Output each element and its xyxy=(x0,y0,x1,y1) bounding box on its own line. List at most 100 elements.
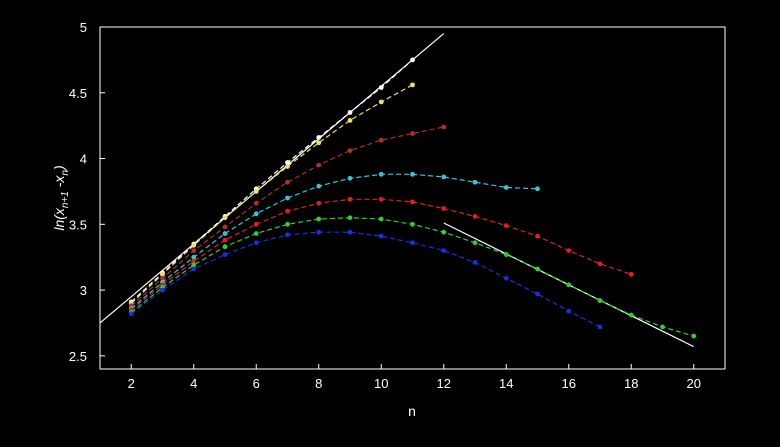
reference-lines xyxy=(99,33,695,348)
data-point xyxy=(160,271,165,277)
series xyxy=(128,229,603,330)
data-point xyxy=(316,229,322,235)
series-line xyxy=(130,231,601,328)
data-point xyxy=(410,171,415,177)
data-point xyxy=(253,240,259,246)
y-tick-label: 4.5 xyxy=(69,86,87,101)
data-point xyxy=(535,266,540,272)
data-point xyxy=(503,185,509,190)
data-point xyxy=(566,282,572,288)
data-point xyxy=(410,57,415,63)
data-point xyxy=(535,186,540,192)
data-point xyxy=(566,248,572,254)
series-line xyxy=(130,217,694,337)
data-point xyxy=(253,221,259,227)
data-point xyxy=(441,124,447,130)
data-point xyxy=(410,199,415,205)
data-point xyxy=(128,311,134,317)
data-point xyxy=(285,160,290,165)
y-tick-label: 4 xyxy=(80,152,87,167)
series xyxy=(128,82,415,306)
y-axis-ticks: 2.5 3 3.5 4 4.5 5 xyxy=(69,20,105,364)
series-line xyxy=(130,59,413,303)
x-tick-label: 10 xyxy=(374,376,388,391)
x-tick-label: 6 xyxy=(253,376,260,391)
x-tick-label: 8 xyxy=(315,376,322,391)
data-point xyxy=(285,179,290,185)
series-line xyxy=(130,84,413,304)
y-tick-label: 3.5 xyxy=(69,217,87,232)
data-point xyxy=(441,248,447,254)
data-point xyxy=(316,183,322,189)
data-point xyxy=(441,229,447,235)
data-point xyxy=(410,131,415,136)
data-point xyxy=(191,258,197,264)
x-tick-label: 12 xyxy=(437,376,451,391)
data-point xyxy=(503,223,509,229)
data-point xyxy=(378,137,384,143)
data-point xyxy=(191,262,197,268)
data-point xyxy=(285,195,290,201)
data-point xyxy=(628,312,634,318)
y-tick-label: 2.5 xyxy=(69,349,87,364)
data-point xyxy=(316,140,322,146)
data-point xyxy=(347,196,353,202)
data-point xyxy=(222,244,228,250)
data-point xyxy=(191,242,197,248)
data-point xyxy=(160,275,165,281)
series xyxy=(128,215,697,339)
data-point xyxy=(316,135,322,140)
data-point xyxy=(597,324,603,330)
data-point xyxy=(253,211,259,217)
data-point xyxy=(347,148,353,154)
data-point xyxy=(378,216,384,222)
data-point xyxy=(316,216,322,222)
data-point xyxy=(378,196,384,202)
y-tick-label: 5 xyxy=(80,20,87,35)
series-line xyxy=(130,173,538,309)
data-point xyxy=(566,308,572,314)
data-point xyxy=(535,233,540,239)
data-point xyxy=(222,237,228,243)
series-line xyxy=(130,126,444,307)
x-axis-title: n xyxy=(408,403,416,419)
data-point xyxy=(597,261,603,267)
series xyxy=(128,171,540,311)
data-point xyxy=(660,324,665,330)
series-layer xyxy=(128,57,697,339)
plot-frame xyxy=(99,26,726,370)
data-point xyxy=(222,224,228,230)
data-point xyxy=(378,233,384,239)
data-point xyxy=(441,174,447,180)
data-point xyxy=(316,200,322,206)
series xyxy=(128,124,447,309)
data-point xyxy=(628,271,634,277)
data-point xyxy=(535,291,540,297)
data-point xyxy=(503,252,509,257)
series xyxy=(128,196,634,313)
data-point xyxy=(285,208,290,214)
data-point xyxy=(472,260,478,265)
x-tick-label: 14 xyxy=(499,376,513,391)
x-tick-label: 2 xyxy=(128,376,135,391)
data-point xyxy=(472,240,478,246)
data-point xyxy=(410,82,415,88)
data-point xyxy=(253,189,259,194)
y-axis-title: ln(xn+1 -xn) xyxy=(51,165,71,230)
data-point xyxy=(472,179,478,185)
x-tick-label: 16 xyxy=(562,376,576,391)
data-point xyxy=(691,333,697,339)
data-point xyxy=(191,266,197,272)
data-point xyxy=(378,99,384,105)
data-point xyxy=(253,200,259,206)
data-point xyxy=(347,117,353,123)
data-point xyxy=(285,221,290,227)
data-point xyxy=(222,215,228,221)
data-point xyxy=(285,164,290,169)
x-tick-label: 4 xyxy=(190,376,197,391)
data-point xyxy=(160,287,165,293)
x-axis-ticks: 2 4 6 8 10 12 14 16 18 20 xyxy=(128,364,701,391)
data-point xyxy=(378,171,384,177)
data-point xyxy=(347,110,353,115)
